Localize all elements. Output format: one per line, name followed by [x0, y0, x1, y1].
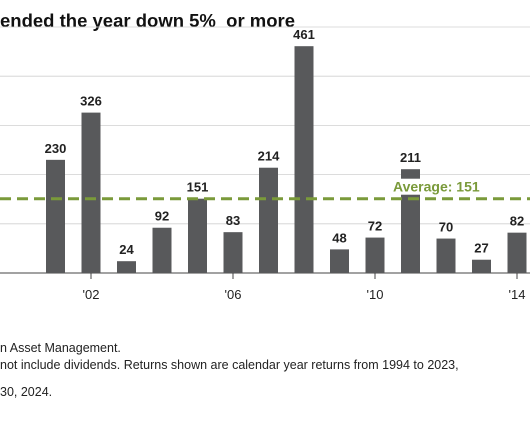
bar-value-label: 211	[400, 150, 421, 165]
bars: 2303262492151832144614872211702782222	[45, 27, 527, 273]
bar	[507, 232, 527, 273]
average-line-group: Average: 151	[0, 178, 530, 201]
average-label: Average: 151	[393, 179, 480, 195]
bar-value-label: 92	[155, 209, 169, 224]
bar	[472, 259, 491, 273]
bar	[259, 167, 278, 273]
average-label-background	[388, 178, 498, 195]
bar-value-label: 24	[119, 242, 134, 257]
bar-value-label: 27	[474, 241, 488, 256]
bar	[436, 238, 456, 273]
bar-value-label: 70	[439, 220, 453, 235]
bar-value-label: 82	[510, 214, 524, 229]
source-note: n Asset Management.	[0, 341, 121, 355]
x-tick-label: '10	[367, 287, 384, 302]
bar-value-label: 72	[368, 219, 382, 234]
bar-value-label: 83	[226, 213, 240, 228]
bar	[188, 198, 207, 273]
bar	[294, 46, 314, 273]
bar	[223, 232, 243, 273]
bar	[81, 112, 101, 273]
bar	[46, 159, 65, 273]
x-tick-label: '06	[225, 287, 242, 302]
bar-value-label: 461	[293, 27, 315, 42]
bar-value-label: 230	[45, 141, 67, 156]
chart-title: ended the year down 5% or more	[0, 10, 296, 31]
returns-note: not include dividends. Returns shown are…	[0, 358, 459, 372]
bar-value-label: 48	[332, 230, 346, 245]
bar	[152, 227, 172, 273]
bar	[401, 169, 420, 273]
x-axis-ticks: '02 '06 '10 '14	[83, 273, 526, 302]
bar-value-label: 326	[80, 94, 102, 109]
bar-value-label: 151	[187, 180, 209, 195]
footnotes: n Asset Management. not include dividend…	[0, 340, 530, 401]
bar	[365, 237, 385, 273]
x-tick-label: '14	[509, 287, 526, 302]
date-note: 30, 2024.	[0, 385, 53, 399]
bar	[330, 249, 349, 273]
bar-value-label: 214	[258, 149, 280, 164]
bar	[117, 261, 136, 273]
x-tick-label: '02	[83, 287, 100, 302]
bar-chart: 2303262492151832144614872211702782222 Av…	[0, 26, 530, 302]
